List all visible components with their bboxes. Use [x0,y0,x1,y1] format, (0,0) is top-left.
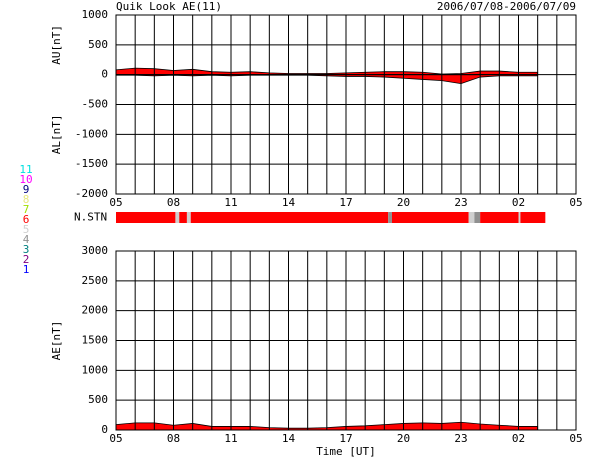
station-legend: 9 [23,183,30,196]
area [115,74,539,85]
station-segment [388,212,392,223]
x-tick-label: 17 [339,432,352,445]
y-tick-label: -500 [82,98,109,111]
y-tick-label: 500 [88,393,108,406]
x-tick-label: 05 [569,196,582,209]
station-segment [175,212,180,223]
y-tick-label: 0 [101,68,108,81]
station-legend: 11 [19,163,32,176]
y-axis-label: AL[nT] [50,114,63,154]
y-axis-label: AU[nT] [50,25,63,65]
x-tick-label: 05 [569,432,582,445]
x-tick-label: 20 [397,196,410,209]
x-tick-label: 05 [109,196,122,209]
station-segment [474,212,481,223]
station-segment [186,212,191,223]
y-tick-label: -1000 [75,127,108,140]
station-segment [116,212,176,223]
area [115,67,539,76]
x-tick-label: 02 [512,432,525,445]
y-axis-label: AE[nT] [50,321,63,361]
y-tick-label: 2000 [82,304,109,317]
x-tick-label: 20 [397,432,410,445]
x-tick-label: 05 [109,432,122,445]
stations-label: N.STN [74,211,107,224]
x-tick-label: 14 [282,196,296,209]
station-legend: 7 [23,203,30,216]
x-tick-label: 17 [339,196,352,209]
plot-frame [115,250,577,431]
station-segment [179,212,187,223]
y-tick-label: -2000 [75,187,108,200]
station-segment [518,212,521,223]
station-legend: 2 [23,253,30,266]
x-axis-label: Time [UT] [316,445,376,458]
y-tick-label: 3000 [82,244,109,257]
plot-frame [115,14,577,195]
station-segment [392,212,469,223]
station-legend: 6 [23,213,30,226]
station-legend: 3 [23,243,30,256]
station-legend: 1 [23,263,30,276]
y-tick-label: 2500 [82,274,109,287]
y-tick-label: 1500 [82,334,109,347]
date-range: 2006/07/08-2006/07/09 [437,0,576,13]
station-legend: 5 [23,223,30,236]
station-segment [190,212,389,223]
y-tick-label: 0 [101,423,108,436]
y-tick-label: 500 [88,38,108,51]
x-tick-label: 11 [224,196,237,209]
x-tick-label: 08 [167,432,180,445]
x-tick-label: 23 [454,432,467,445]
x-tick-label: 23 [454,196,467,209]
station-legend: 8 [23,193,30,206]
station-legend: 4 [23,233,30,246]
x-tick-label: 02 [512,196,525,209]
station-legend: 10 [19,173,32,186]
x-tick-label: 11 [224,432,237,445]
station-segment [520,212,546,223]
y-tick-label: 1000 [82,8,109,21]
station-segment [468,212,475,223]
y-tick-label: 1000 [82,363,109,376]
x-tick-label: 14 [282,432,296,445]
area [115,421,539,431]
station-segment [480,212,519,223]
x-tick-label: 08 [167,196,180,209]
y-tick-label: -1500 [75,157,108,170]
title: Quik Look AE(11) [116,0,222,13]
